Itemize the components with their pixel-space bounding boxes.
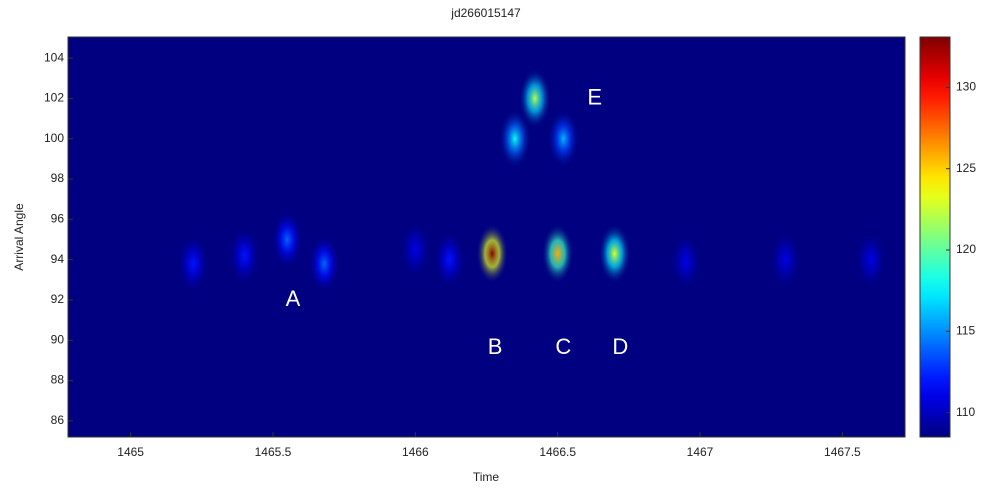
annotation: C (555, 334, 571, 359)
colorbar-tick-label: 110 (956, 405, 975, 419)
plot-frame (67, 36, 906, 438)
annotation: B (488, 334, 503, 359)
heat-peak (399, 219, 432, 280)
y-tick-label: 88 (51, 373, 65, 387)
heat-peak (769, 229, 802, 290)
y-tick-label: 94 (51, 252, 65, 266)
heat-peak (854, 229, 887, 290)
chart-title: jd266015147 (450, 6, 521, 20)
heat-peak (308, 233, 341, 294)
heat-peak (177, 233, 210, 294)
colorbar-tick-label: 120 (956, 242, 976, 256)
annotation: D (612, 334, 628, 359)
colorbar-tick-label: 115 (956, 323, 975, 337)
heat-peak (598, 223, 631, 284)
heat-peak (547, 108, 580, 169)
annotation: E (587, 84, 602, 109)
x-tick-label: 1465 (117, 445, 144, 459)
y-tick-label: 104 (44, 50, 64, 64)
y-tick-label: 92 (51, 292, 65, 306)
y-tick-label: 90 (51, 332, 65, 346)
x-tick-label: 1467 (687, 445, 714, 459)
colorbar-tick-label: 125 (956, 161, 976, 175)
y-axis-label: Arrival Angle (12, 203, 26, 271)
x-tick-label: 1466.5 (539, 445, 576, 459)
heat-peak (498, 108, 531, 169)
y-tick-label: 86 (51, 413, 65, 427)
y-tick-label: 100 (44, 131, 64, 145)
heat-peak (541, 223, 574, 284)
heat-peak (271, 209, 304, 270)
x-axis-label: Time (473, 470, 500, 484)
colorbar (919, 36, 951, 438)
heatmap (177, 68, 887, 294)
heat-peak (476, 223, 509, 284)
annotation: A (286, 286, 301, 311)
heat-peak (518, 68, 551, 129)
heat-peak (228, 225, 261, 286)
y-tick-label: 98 (51, 171, 65, 185)
heat-peak (669, 231, 702, 292)
y-tick-label: 96 (51, 212, 65, 226)
x-tick-label: 1465.5 (255, 445, 292, 459)
x-tick-label: 1467.5 (824, 445, 861, 459)
colorbar-tick-label: 130 (956, 80, 976, 94)
x-tick-label: 1466 (402, 445, 429, 459)
heat-peak (433, 229, 466, 290)
y-tick-label: 102 (44, 91, 64, 105)
